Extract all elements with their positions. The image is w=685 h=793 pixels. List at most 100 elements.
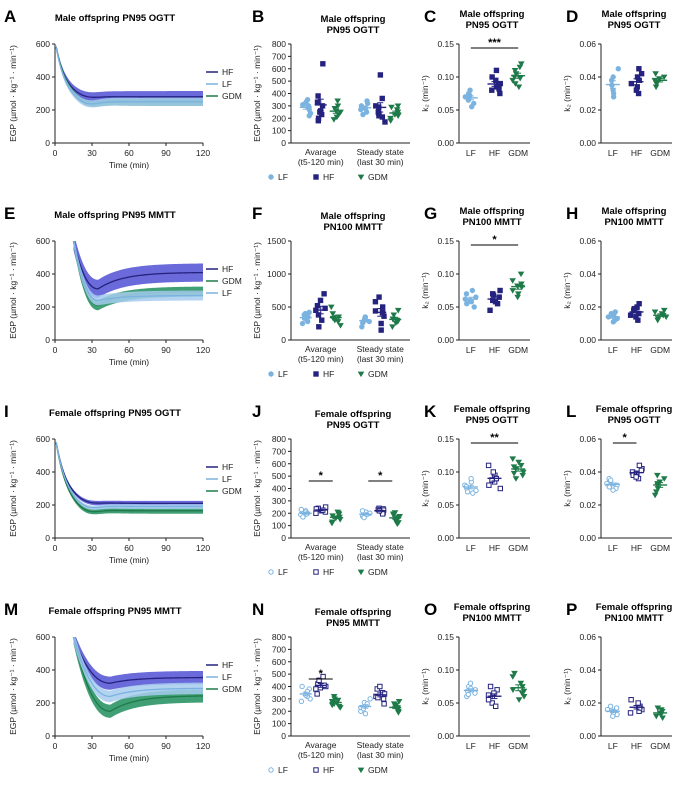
- point-hf: [380, 696, 387, 702]
- point-gdm: [517, 463, 525, 469]
- significance-label: **: [490, 432, 499, 444]
- category-label: GDM: [508, 148, 528, 158]
- y-tick-label: 0.00: [579, 533, 596, 543]
- x-tick-label: 60: [124, 543, 134, 553]
- plot-area: [72, 241, 203, 311]
- point-gdm: [651, 309, 659, 316]
- group-label: Steady state: [357, 147, 405, 157]
- category-label: GDM: [650, 345, 670, 355]
- y-tick-label: 300: [272, 496, 286, 506]
- panel-title: Female offspring: [454, 404, 531, 415]
- category-label: LF: [608, 741, 618, 751]
- x-tick-label: 0: [53, 543, 58, 553]
- x-tick-label: 120: [196, 345, 210, 355]
- panel-title: Female offspring PN95 OGTT: [49, 408, 181, 419]
- point-hf: [314, 99, 321, 105]
- point-lf: [306, 113, 312, 119]
- y-tick-label: 0.04: [579, 72, 596, 82]
- legend-label-gdm: GDM: [368, 567, 388, 577]
- point-hf: [485, 692, 492, 698]
- point-hf: [636, 77, 642, 83]
- y-axis-label: k₂ (min⁻¹): [420, 668, 430, 705]
- point-gdm: [515, 697, 523, 703]
- point-hf: [315, 93, 321, 99]
- point-hf: [313, 767, 319, 773]
- y-tick-label: 100: [272, 126, 286, 136]
- legend-label-gdm: GDM: [368, 765, 388, 775]
- band-hf: [73, 241, 203, 298]
- point-hf: [320, 61, 326, 67]
- point-gdm: [651, 492, 659, 499]
- y-axis-label: EGP (µmol · kg⁻¹ · min⁻¹): [8, 440, 18, 537]
- panel-title: PN95 OGTT: [466, 20, 519, 31]
- point-gdm: [509, 687, 517, 693]
- legend-label-lf: LF: [222, 672, 232, 682]
- point-lf: [610, 713, 616, 719]
- y-tick-label: 400: [36, 72, 50, 82]
- point-gdm: [357, 767, 365, 774]
- y-tick-label: 0: [281, 335, 286, 345]
- group-sublabel: (last 30 min): [357, 354, 404, 364]
- point-hf: [314, 691, 320, 697]
- point-lf: [465, 691, 472, 698]
- point-lf: [268, 371, 274, 377]
- point-hf: [486, 482, 492, 488]
- y-tick-label: 0: [281, 731, 286, 741]
- legend-label-hf: HF: [222, 660, 233, 670]
- point-lf: [299, 683, 305, 690]
- y-axis-label: EGP (µmol · kg⁻¹ · min⁻¹): [252, 242, 262, 339]
- point-lf: [298, 698, 305, 705]
- point-hf: [633, 87, 640, 93]
- y-tick-label: 0.06: [579, 39, 596, 49]
- group-label: Steady state: [357, 344, 405, 354]
- point-gdm: [515, 459, 522, 466]
- group-label: Steady state: [357, 740, 405, 750]
- category-label: LF: [466, 148, 476, 158]
- point-hf: [635, 700, 641, 706]
- point-lf: [607, 477, 614, 483]
- point-hf: [375, 694, 381, 701]
- y-tick-label: 0.02: [579, 302, 596, 312]
- y-axis-label: EGP (µmol · kg⁻¹ · min⁻¹): [8, 638, 18, 735]
- y-axis-label: k₂ (min⁻¹): [562, 668, 572, 705]
- y-axis-label: k₂ (min⁻¹): [420, 75, 430, 112]
- y-tick-label: 0.05: [437, 105, 454, 115]
- y-axis-label: EGP (µmol · kg⁻¹ · min⁻¹): [8, 45, 18, 142]
- point-lf: [610, 319, 617, 325]
- point-hf: [628, 697, 634, 703]
- legend-label-lf: LF: [278, 765, 288, 775]
- y-tick-label: 400: [36, 467, 50, 477]
- category-label: GDM: [508, 741, 528, 751]
- group-sublabel: (last 30 min): [357, 750, 404, 760]
- point-hf: [487, 307, 493, 314]
- y-tick-label: 1000: [267, 269, 286, 279]
- point-lf: [468, 104, 475, 110]
- y-tick-label: 600: [272, 459, 286, 469]
- legend-label-hf: HF: [222, 462, 233, 472]
- panel-m: M Female offspring PN95 MMTT 0 200 400 600 0 30…: [4, 600, 242, 763]
- group-sublabel: (last 30 min): [357, 157, 404, 167]
- significance-label: *: [623, 432, 628, 444]
- point-lf: [268, 569, 274, 575]
- legend-label-hf: HF: [323, 765, 334, 775]
- x-tick-label: 30: [87, 543, 97, 553]
- point-gdm: [395, 698, 403, 705]
- group-label: Avarage: [305, 147, 337, 157]
- point-lf: [470, 490, 476, 496]
- y-tick-label: 0.10: [437, 665, 454, 675]
- group-sublabel: (t5-120 min): [298, 157, 344, 167]
- point-lf: [268, 767, 274, 773]
- y-tick-label: 100: [272, 521, 286, 531]
- point-gdm: [393, 521, 401, 527]
- band-hf: [56, 44, 203, 103]
- plot-area: [55, 441, 203, 515]
- category-label: GDM: [650, 543, 670, 553]
- y-tick-label: 0: [281, 533, 286, 543]
- y-tick-label: 400: [36, 665, 50, 675]
- panel-title: PN95 OGTT: [608, 20, 661, 31]
- point-lf: [305, 318, 311, 325]
- point-hf: [636, 705, 643, 711]
